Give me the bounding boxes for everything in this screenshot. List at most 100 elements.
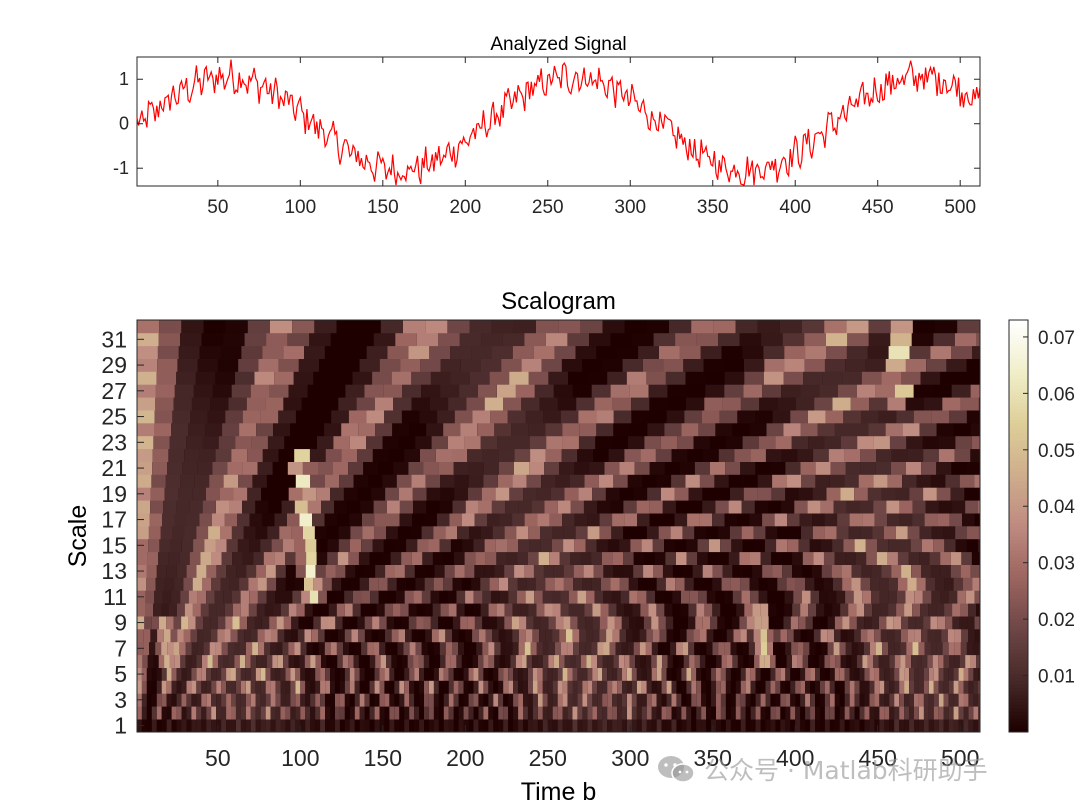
heatmap-cell <box>341 448 358 462</box>
heatmap-cell <box>775 693 781 707</box>
colorbar-step <box>1009 553 1028 558</box>
heatmap-cell <box>923 706 929 720</box>
heatmap-cell <box>192 603 201 617</box>
heatmap-cell <box>746 616 754 630</box>
heatmap-cell <box>468 719 474 733</box>
heatmap-cell <box>728 603 737 617</box>
heatmap-cell <box>721 577 731 591</box>
heatmap-cell <box>780 706 786 720</box>
heatmap-cell <box>288 603 297 617</box>
heatmap-cell <box>834 423 852 437</box>
heatmap-cell <box>564 654 570 668</box>
heatmap-cell <box>539 629 546 643</box>
heatmap-cell <box>612 629 620 643</box>
heatmap-cell <box>240 693 246 707</box>
heatmap-cell <box>458 706 464 720</box>
heatmap-cell <box>785 693 791 707</box>
heatmap-cell <box>330 693 335 707</box>
heatmap-cell <box>661 719 667 733</box>
heatmap-cell <box>721 667 726 681</box>
heatmap-cell <box>928 680 934 694</box>
heatmap-cell <box>805 345 826 359</box>
heatmap-cell <box>750 667 756 681</box>
heatmap-cell <box>287 513 300 527</box>
heatmap-cell <box>480 526 493 540</box>
heatmap-cell <box>394 693 400 707</box>
heatmap-cell <box>635 654 641 668</box>
heatmap-cell <box>181 719 187 733</box>
heatmap-cell <box>532 667 538 681</box>
heatmap-cell <box>730 667 736 681</box>
heatmap-cell <box>537 693 543 707</box>
heatmap-cell <box>659 629 667 643</box>
heatmap-cell <box>800 693 806 707</box>
heatmap-cell <box>491 590 500 604</box>
heatmap-cell <box>845 461 861 475</box>
heatmap-cell <box>691 320 714 334</box>
heatmap-cell <box>361 590 371 604</box>
heatmap-cell <box>894 641 901 656</box>
heatmap-cell <box>888 538 900 553</box>
colorbar-step <box>1009 495 1028 500</box>
heatmap-cell <box>310 474 325 488</box>
heatmap-cell <box>824 680 830 694</box>
heatmap-cell <box>904 706 909 720</box>
heatmap-cell <box>798 616 806 630</box>
heatmap-cell <box>652 538 664 553</box>
heatmap-cell <box>792 564 802 578</box>
heatmap-cell <box>344 590 353 604</box>
heatmap-cell <box>572 706 578 720</box>
heatmap-cell <box>247 448 263 462</box>
heatmap-cell <box>257 590 267 604</box>
heatmap-cell <box>609 641 616 656</box>
heatmap-cell <box>553 384 573 398</box>
heatmap-cell <box>530 448 546 462</box>
heatmap-cell <box>278 410 296 424</box>
heatmap-cell <box>537 719 543 733</box>
heatmap-cell <box>538 551 550 565</box>
heatmap-cell <box>701 667 707 681</box>
heatmap-cell <box>721 706 726 720</box>
heatmap-cell <box>473 590 483 604</box>
heatmap-cell <box>658 526 671 540</box>
heatmap-cell <box>953 693 959 707</box>
heatmap-cell <box>945 474 960 488</box>
heatmap-cell <box>344 706 350 720</box>
heatmap-cell <box>220 577 230 591</box>
colorbar-step <box>1009 340 1028 345</box>
heatmap-cell <box>666 706 672 720</box>
heatmap-cell <box>612 513 625 527</box>
heatmap-cell <box>870 577 880 591</box>
heatmap-cell <box>216 680 222 694</box>
heatmap-cell <box>745 680 751 694</box>
heatmap-cell <box>204 629 211 643</box>
heatmap-cell <box>463 693 469 707</box>
heatmap-cell <box>137 706 142 720</box>
heatmap-cell <box>478 629 486 643</box>
heatmap-cell <box>968 603 976 617</box>
heatmap-cell <box>199 448 216 462</box>
heatmap-cell <box>137 474 152 488</box>
heatmap-cell <box>919 526 932 540</box>
heatmap-cell <box>953 577 963 591</box>
heatmap-cell <box>232 590 241 604</box>
heatmap-cell <box>236 667 241 681</box>
heatmap-cell <box>251 435 268 450</box>
heatmap-cell <box>360 603 369 617</box>
heatmap-cell <box>263 551 275 565</box>
heatmap-cell <box>626 371 647 385</box>
heatmap-cell <box>379 719 385 733</box>
heatmap-cell <box>757 487 772 501</box>
heatmap-cell <box>597 667 603 681</box>
heatmap-cell <box>415 641 422 656</box>
heatmap-cell <box>532 654 538 668</box>
heatmap-cell <box>689 590 699 604</box>
heatmap-cell <box>696 667 702 681</box>
heatmap-cell <box>814 577 824 591</box>
heatmap-cell <box>299 654 305 668</box>
heatmap-cell <box>529 538 541 553</box>
heatmap-cell <box>792 551 803 565</box>
heatmap-cell <box>255 500 269 514</box>
heatmap-cell <box>829 706 835 720</box>
heatmap-cell <box>438 693 444 707</box>
